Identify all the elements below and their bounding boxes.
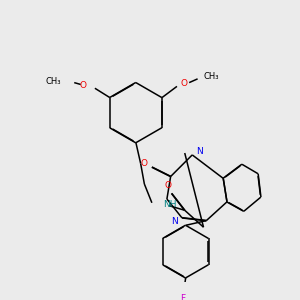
Text: F: F bbox=[180, 294, 185, 300]
Text: NH: NH bbox=[163, 200, 177, 209]
Text: N: N bbox=[171, 217, 178, 226]
Text: O: O bbox=[164, 182, 171, 190]
Text: O: O bbox=[141, 159, 148, 168]
Text: N: N bbox=[196, 147, 203, 156]
Text: O: O bbox=[80, 81, 86, 90]
Text: O: O bbox=[181, 79, 188, 88]
Text: CH₃: CH₃ bbox=[46, 77, 61, 86]
Text: CH₃: CH₃ bbox=[203, 73, 218, 82]
